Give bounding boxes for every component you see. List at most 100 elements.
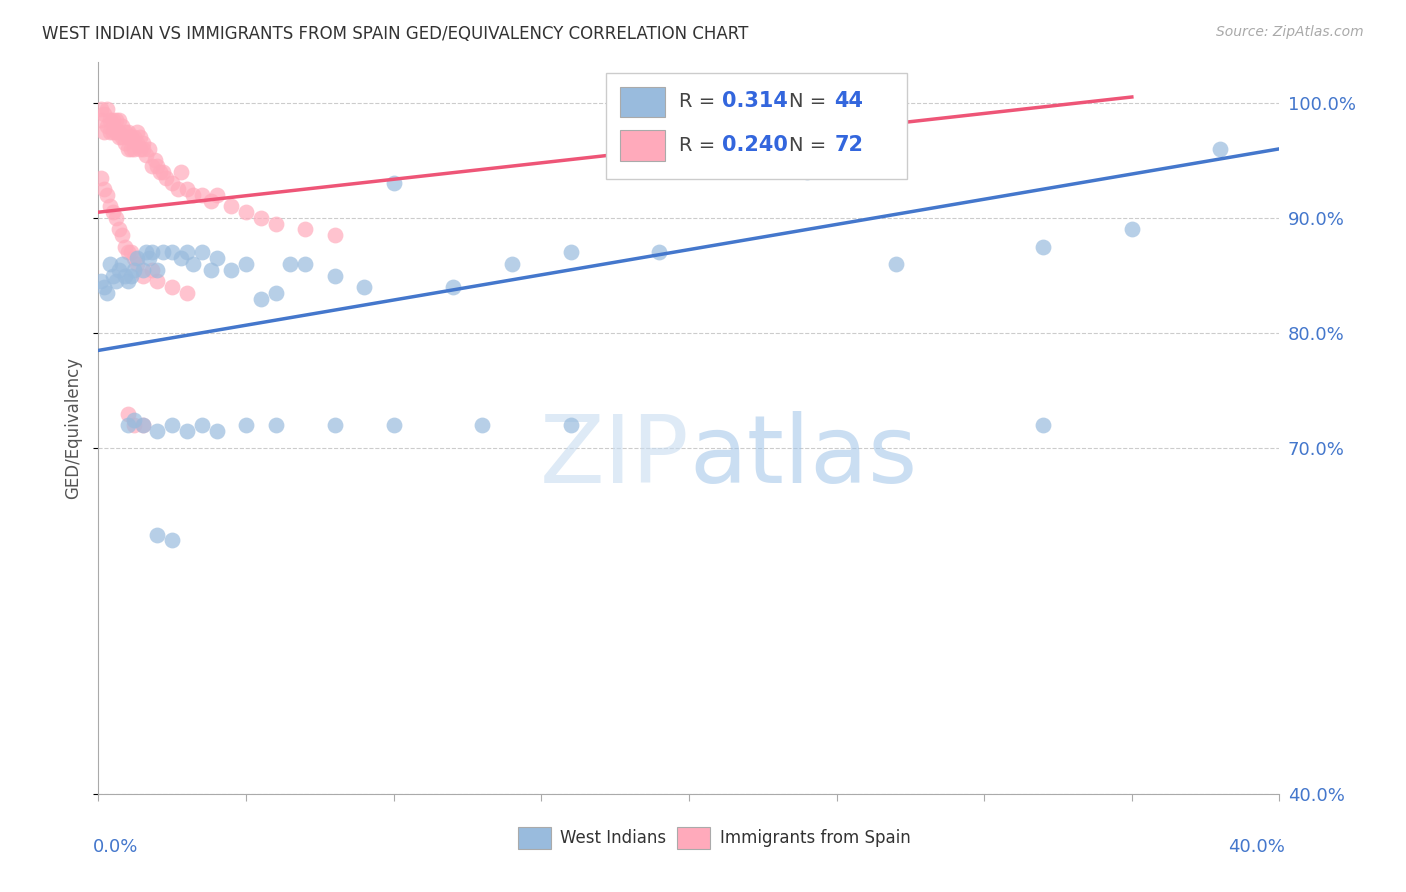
Point	[648, 245, 671, 260]
Point	[205, 424, 228, 438]
Point	[120, 245, 142, 260]
Point	[120, 268, 142, 283]
Point	[170, 252, 193, 266]
Point	[132, 268, 155, 283]
Point	[221, 199, 243, 213]
Point	[235, 418, 257, 433]
Point	[117, 130, 139, 145]
Point	[98, 113, 121, 128]
Point	[235, 257, 257, 271]
Point	[98, 124, 121, 138]
Point	[796, 165, 818, 179]
Point	[108, 222, 131, 236]
Point	[111, 257, 134, 271]
Text: R =: R =	[679, 92, 723, 111]
Point	[1121, 222, 1143, 236]
Point	[146, 262, 169, 277]
Point	[122, 252, 145, 266]
Point	[191, 245, 214, 260]
Text: 72: 72	[834, 135, 863, 155]
Text: atlas: atlas	[689, 411, 917, 503]
Point	[152, 245, 174, 260]
Text: ZIP: ZIP	[540, 411, 689, 503]
Point	[221, 262, 243, 277]
Point	[103, 124, 125, 138]
Text: West Indians: West Indians	[560, 829, 666, 847]
Point	[264, 285, 287, 300]
Point	[132, 262, 155, 277]
Point	[560, 418, 582, 433]
Point	[122, 262, 145, 277]
Point	[441, 280, 464, 294]
Point	[884, 257, 907, 271]
Point	[560, 245, 582, 260]
Point	[105, 113, 128, 128]
Point	[125, 252, 148, 266]
Text: 0.0%: 0.0%	[93, 838, 138, 855]
Point	[120, 130, 142, 145]
Point	[1209, 142, 1232, 156]
Point	[155, 170, 177, 185]
Point	[96, 188, 118, 202]
Point	[294, 222, 316, 236]
Point	[143, 153, 166, 168]
Point	[205, 188, 228, 202]
Point	[90, 113, 112, 128]
Point	[103, 205, 125, 219]
Point	[146, 527, 169, 541]
FancyBboxPatch shape	[678, 827, 710, 849]
Point	[96, 285, 118, 300]
Point	[167, 182, 190, 196]
Point	[471, 418, 494, 433]
Point	[98, 257, 121, 271]
Point	[122, 142, 145, 156]
Point	[122, 412, 145, 426]
Point	[162, 418, 183, 433]
Point	[105, 124, 128, 138]
Point	[114, 136, 136, 150]
Point	[501, 257, 523, 271]
FancyBboxPatch shape	[606, 73, 907, 179]
Point	[250, 292, 273, 306]
Point	[125, 257, 148, 271]
Point	[138, 252, 160, 266]
Point	[103, 268, 125, 283]
FancyBboxPatch shape	[620, 130, 665, 161]
Text: 40.0%: 40.0%	[1229, 838, 1285, 855]
Point	[191, 418, 214, 433]
Point	[138, 142, 160, 156]
Point	[191, 188, 214, 202]
Point	[111, 228, 134, 243]
Point	[146, 159, 169, 173]
Point	[181, 257, 204, 271]
Text: WEST INDIAN VS IMMIGRANTS FROM SPAIN GED/EQUIVALENCY CORRELATION CHART: WEST INDIAN VS IMMIGRANTS FROM SPAIN GED…	[42, 25, 748, 43]
Point	[323, 228, 346, 243]
Point	[382, 418, 405, 433]
Point	[132, 136, 155, 150]
Point	[120, 142, 142, 156]
Point	[264, 217, 287, 231]
Point	[141, 159, 163, 173]
Point	[108, 113, 131, 128]
Point	[141, 245, 163, 260]
Point	[146, 274, 169, 288]
Point	[90, 170, 112, 185]
Point	[170, 165, 193, 179]
Point	[162, 177, 183, 191]
Point	[162, 280, 183, 294]
Point	[250, 211, 273, 225]
Point	[122, 130, 145, 145]
Point	[146, 424, 169, 438]
Point	[1032, 240, 1054, 254]
Point	[93, 107, 115, 121]
Point	[105, 274, 128, 288]
Point	[235, 205, 257, 219]
Point	[141, 262, 163, 277]
Point	[117, 274, 139, 288]
Point	[111, 130, 134, 145]
Point	[108, 262, 131, 277]
Point	[117, 245, 139, 260]
Point	[96, 119, 118, 133]
Text: R =: R =	[679, 136, 723, 154]
Point	[114, 240, 136, 254]
